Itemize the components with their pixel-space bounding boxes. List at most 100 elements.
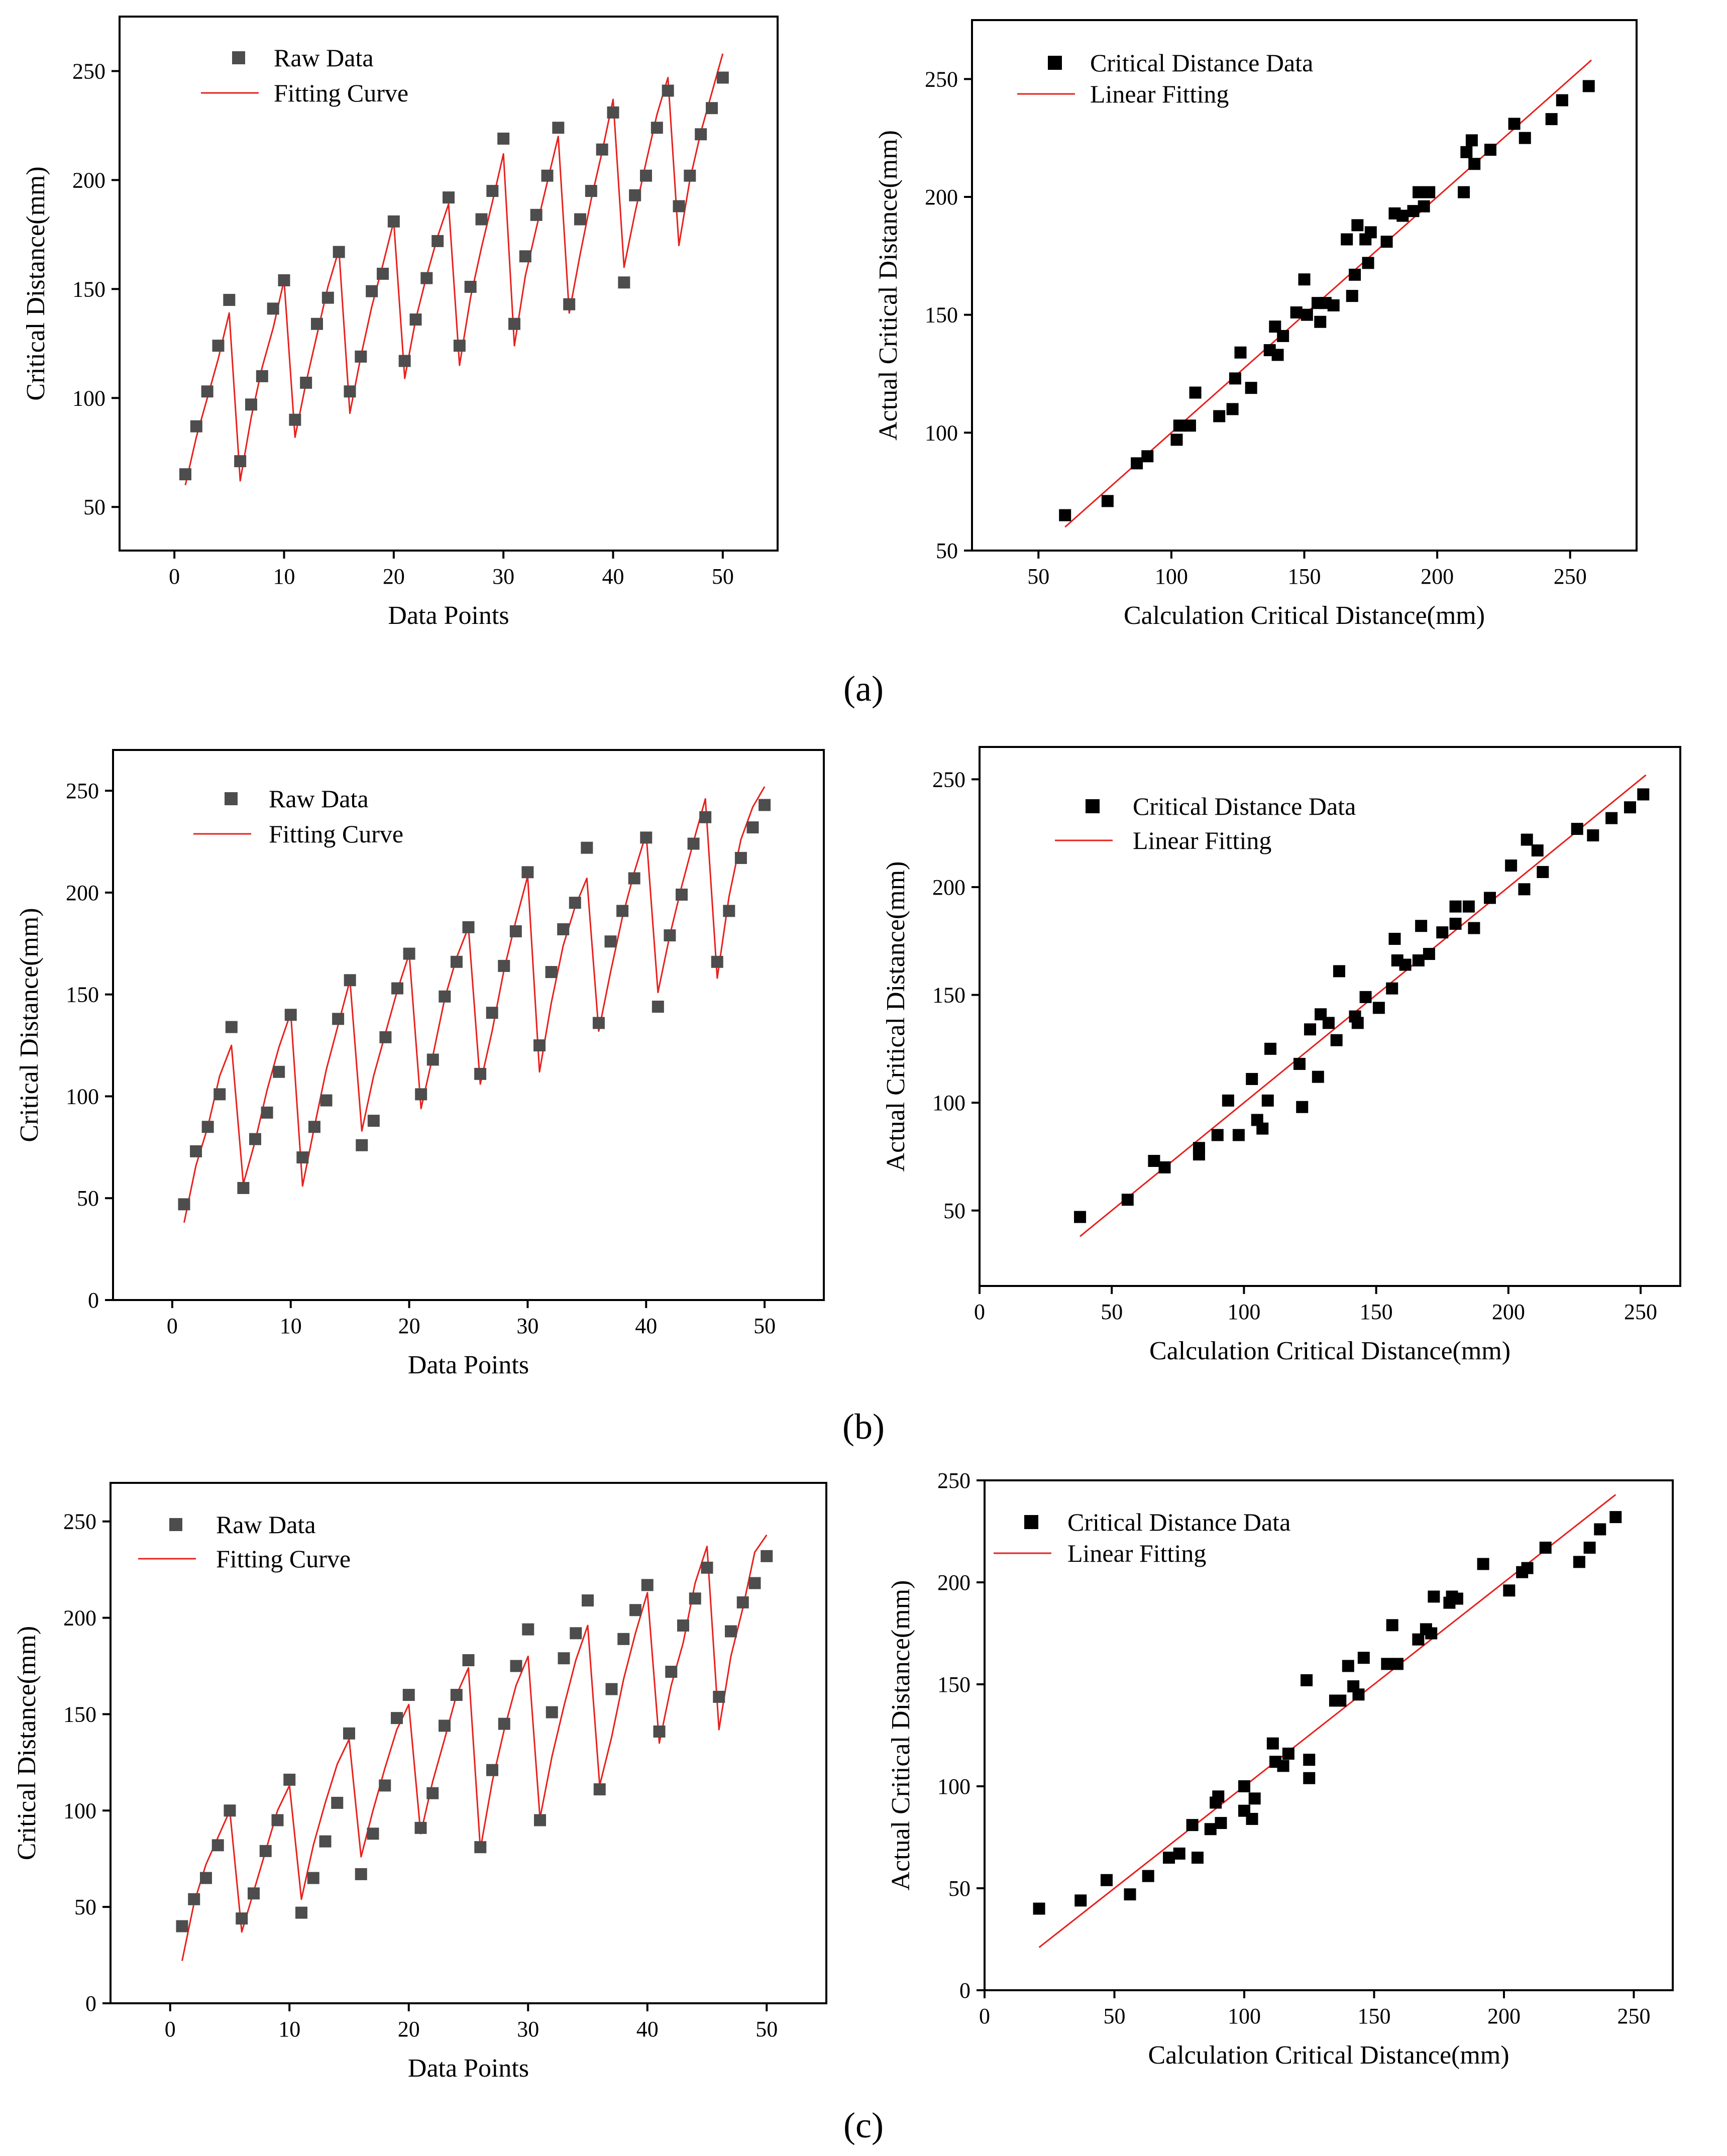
- scatter-point: [1468, 158, 1481, 170]
- scatter-point: [1277, 330, 1289, 342]
- scatter-point: [1301, 308, 1313, 321]
- x-tick-label: 40: [602, 564, 624, 589]
- scatter-point: [1508, 118, 1521, 130]
- raw-data-point: [190, 1145, 202, 1157]
- raw-data-point: [581, 841, 593, 854]
- raw-data-point: [311, 317, 323, 330]
- raw-data-point: [604, 935, 617, 948]
- legend-label-fit: Fitting Curve: [216, 1545, 351, 1573]
- legend-marker: [1086, 799, 1100, 813]
- x-tick-label: 40: [636, 2017, 659, 2041]
- raw-data-point: [296, 1151, 309, 1164]
- x-tick-label: 50: [712, 564, 734, 589]
- scatter-point: [1364, 226, 1377, 239]
- raw-data-point: [439, 1719, 451, 1732]
- scatter-point: [1346, 290, 1358, 302]
- raw-data-point: [665, 1666, 678, 1678]
- raw-data-point: [676, 888, 688, 901]
- legend-label-fit: Fitting Curve: [274, 79, 408, 107]
- raw-data-point: [695, 128, 707, 141]
- scatter-point: [1215, 1817, 1227, 1829]
- raw-data-point: [596, 143, 608, 156]
- scatter-point: [1232, 1129, 1245, 1141]
- scatter-point: [1521, 1562, 1534, 1574]
- fitting-curve: [184, 53, 724, 486]
- scatter-point: [1372, 1002, 1385, 1014]
- raw-data-point: [617, 1633, 630, 1645]
- scatter-point: [1163, 1852, 1175, 1864]
- legend-label-data: Critical Distance Data: [1133, 792, 1356, 820]
- raw-data-point: [284, 1009, 297, 1021]
- scatter-point: [1298, 273, 1311, 286]
- scatter-point: [1229, 372, 1241, 385]
- legend-label-data: Raw Data: [274, 44, 374, 72]
- raw-data-point: [453, 340, 466, 352]
- raw-data-point: [201, 385, 213, 398]
- raw-data-point: [486, 185, 499, 197]
- raw-data-point: [267, 302, 279, 315]
- raw-data-point: [259, 1845, 272, 1857]
- raw-data-point: [593, 1783, 606, 1796]
- raw-data-point: [300, 376, 312, 389]
- scatter-point: [1352, 1688, 1365, 1701]
- x-tick-label: 0: [974, 1300, 985, 1324]
- scatter-point: [1503, 1584, 1516, 1597]
- x-tick-label: 50: [1103, 2004, 1125, 2028]
- x-tick-label: 0: [169, 564, 180, 589]
- raw-data-point: [308, 1121, 320, 1133]
- raw-data-point: [734, 851, 747, 864]
- scatter-point: [1189, 386, 1202, 399]
- legend-label-data: Critical Distance Data: [1067, 1508, 1290, 1536]
- raw-data-point: [701, 1561, 713, 1574]
- legend-marker: [225, 792, 238, 805]
- raw-data-point: [498, 1717, 510, 1730]
- raw-data-point: [212, 340, 225, 352]
- scatter-point: [1423, 186, 1436, 198]
- scatter-point: [1624, 801, 1636, 814]
- scatter-point: [1531, 844, 1544, 857]
- legend-marker: [1048, 56, 1062, 70]
- scatter-point: [1413, 186, 1425, 198]
- y-tick-label: 100: [932, 1091, 965, 1115]
- scatter-point: [1142, 1870, 1154, 1882]
- scatter-point: [1458, 186, 1470, 198]
- scatter-point: [1483, 892, 1496, 904]
- scatter-point: [1256, 1122, 1269, 1135]
- linear-fitting-line: [1080, 774, 1647, 1237]
- raw-data-point: [464, 281, 477, 293]
- raw-data-point: [497, 132, 510, 145]
- y-tick-label: 100: [63, 1798, 96, 1823]
- y-tick-label: 150: [925, 303, 958, 328]
- x-tick-label: 0: [165, 2017, 176, 2041]
- y-tick-label: 100: [72, 386, 105, 410]
- panel-label-b: (b): [842, 1407, 885, 1447]
- scatter-point: [1333, 965, 1345, 978]
- scatter-point: [1539, 1541, 1552, 1554]
- raw-data-point: [321, 291, 334, 304]
- raw-data-point: [653, 1725, 666, 1738]
- raw-data-point: [439, 990, 451, 1003]
- y-tick-label: 200: [932, 875, 965, 900]
- x-tick-label: 200: [1487, 2004, 1521, 2028]
- x-tick-label: 50: [753, 1314, 776, 1338]
- scatter-point: [1349, 268, 1361, 281]
- raw-data-point: [236, 1912, 248, 1925]
- scatter-point: [1423, 948, 1435, 960]
- raw-data-point: [664, 929, 676, 942]
- raw-data-point: [711, 955, 723, 968]
- plot-frame: [112, 749, 825, 1301]
- raw-data-point: [355, 1868, 367, 1880]
- scatter-point: [1380, 236, 1393, 248]
- raw-data-point: [533, 1039, 546, 1052]
- x-tick-label: 10: [278, 2017, 300, 2041]
- scatter-point: [1594, 1523, 1606, 1536]
- scatter-point: [1484, 144, 1496, 156]
- scatter-point: [1212, 1790, 1225, 1803]
- scatter-point: [1059, 509, 1071, 521]
- x-tick-label: 200: [1492, 1300, 1525, 1324]
- scatter-point: [1381, 1658, 1393, 1670]
- raw-data-point: [420, 272, 433, 284]
- raw-data-point: [616, 905, 629, 917]
- scatter-point: [1359, 991, 1372, 1003]
- x-tick-label: 50: [1101, 1300, 1123, 1324]
